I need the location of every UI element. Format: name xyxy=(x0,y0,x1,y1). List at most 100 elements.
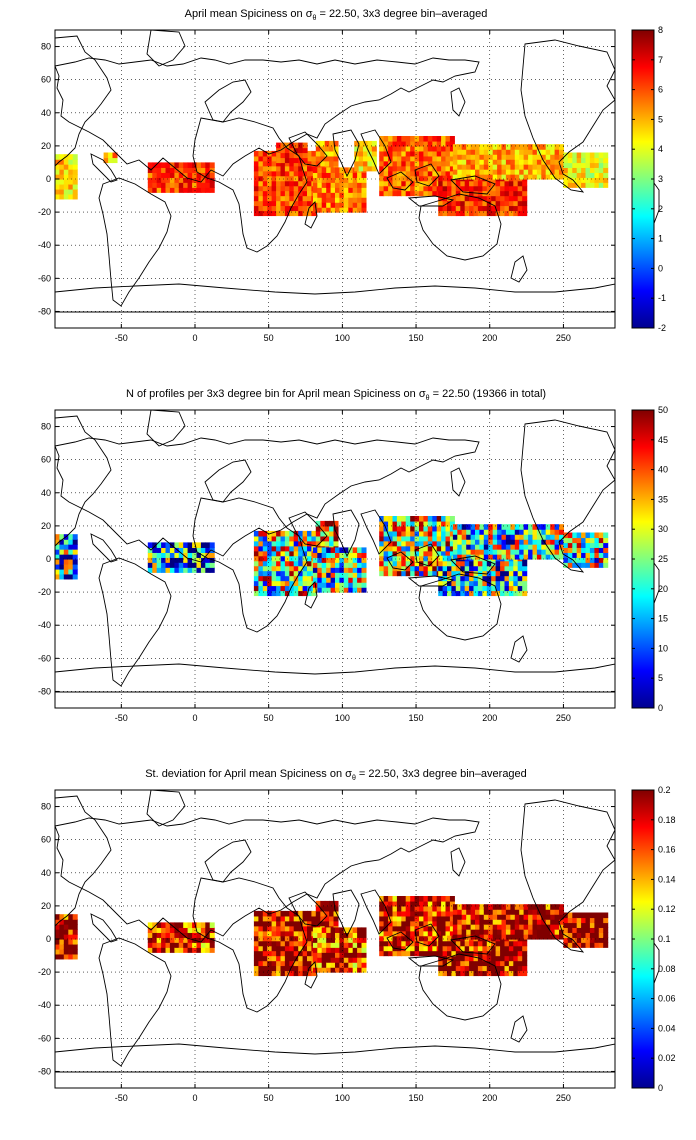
data-cell xyxy=(585,182,591,188)
data-cell xyxy=(339,552,345,558)
data-cell xyxy=(449,136,455,142)
data-cell xyxy=(603,932,609,938)
data-cell xyxy=(442,200,448,207)
data-cell xyxy=(276,955,282,962)
x-tick-label: 100 xyxy=(335,1093,350,1103)
data-cell xyxy=(63,924,69,930)
data-cell xyxy=(392,560,398,567)
data-cell xyxy=(55,573,61,580)
data-cell xyxy=(442,950,448,957)
data-cell xyxy=(293,185,299,192)
data-cell xyxy=(455,560,461,567)
data-cell xyxy=(396,530,402,537)
data-cell xyxy=(598,917,604,924)
data-cell xyxy=(352,562,358,568)
data-cell xyxy=(414,150,420,157)
data-cell xyxy=(147,557,153,563)
data-cell xyxy=(276,565,282,572)
data-cell xyxy=(321,207,327,213)
data-cell xyxy=(183,187,189,193)
data-cell xyxy=(491,950,497,957)
data-cell xyxy=(298,142,304,149)
data-cell xyxy=(361,932,367,938)
data-cell xyxy=(276,160,282,167)
data-cell xyxy=(505,524,511,530)
data-cell xyxy=(501,534,507,540)
grid xyxy=(55,410,615,708)
data-cell xyxy=(335,947,341,953)
data-cell xyxy=(545,154,551,160)
data-cell xyxy=(442,205,448,212)
data-cell xyxy=(486,575,492,582)
data-cell xyxy=(276,180,282,187)
data-cell xyxy=(352,932,358,938)
data-cell xyxy=(469,955,475,962)
data-cell xyxy=(447,585,453,592)
data-cell xyxy=(469,940,475,947)
data-cell xyxy=(441,530,447,537)
data-cell xyxy=(455,210,461,217)
data-cell xyxy=(271,175,277,182)
data-cell xyxy=(495,970,501,977)
data-cell xyxy=(603,922,609,928)
data-cell xyxy=(59,573,65,580)
data-cell xyxy=(333,140,339,147)
data-cell xyxy=(396,905,402,912)
data-cell xyxy=(545,529,551,535)
data-cell xyxy=(209,187,215,193)
data-cell xyxy=(510,554,516,560)
data-cell xyxy=(445,910,451,917)
data-cell xyxy=(379,180,385,187)
data-cell xyxy=(410,555,416,562)
data-cell xyxy=(72,934,78,940)
data-cell xyxy=(253,150,259,157)
data-cell xyxy=(396,190,402,197)
data-cell xyxy=(192,932,198,938)
data-cell xyxy=(68,944,74,950)
data-cell xyxy=(581,152,587,159)
data-cell xyxy=(410,905,416,912)
data-cell xyxy=(276,935,282,942)
data-cell xyxy=(59,564,65,570)
data-cell xyxy=(147,187,153,193)
data-cell xyxy=(432,180,438,187)
data-cell xyxy=(419,170,425,177)
data-cell xyxy=(504,195,510,202)
data-cell xyxy=(457,529,463,535)
data-cell xyxy=(284,915,290,922)
data-cell xyxy=(477,585,483,592)
data-cell xyxy=(352,192,358,198)
data-cell xyxy=(348,547,354,553)
data-cell xyxy=(495,575,501,582)
data-cell xyxy=(513,180,519,187)
data-cell xyxy=(187,182,193,188)
data-cell xyxy=(59,534,65,540)
data-cell xyxy=(405,925,411,932)
colorbar-tick-label: 2 xyxy=(658,204,663,214)
region-caribbean xyxy=(103,152,118,164)
data-cell xyxy=(63,919,69,925)
data-cell xyxy=(401,516,407,522)
data-cell xyxy=(379,516,385,522)
data-cell xyxy=(258,915,264,922)
data-cell xyxy=(514,554,520,560)
data-cell xyxy=(352,952,358,958)
data-cell xyxy=(326,952,332,958)
data-cell xyxy=(473,575,479,582)
data-cell xyxy=(567,547,573,553)
data-cell xyxy=(284,925,290,932)
data-cell xyxy=(508,955,514,962)
data-cell xyxy=(311,915,317,922)
data-cell xyxy=(598,942,604,948)
data-cell xyxy=(187,937,193,943)
data-cell xyxy=(289,930,295,937)
data-cell xyxy=(482,565,488,572)
data-cell xyxy=(324,900,330,907)
data-cell xyxy=(317,937,323,943)
data-cell xyxy=(335,587,341,593)
data-cell xyxy=(352,587,358,593)
data-cell xyxy=(567,157,573,164)
colorbar-tick-label: 15 xyxy=(658,614,668,624)
y-tick-label: -20 xyxy=(38,587,51,597)
y-tick-label: -60 xyxy=(38,273,51,283)
